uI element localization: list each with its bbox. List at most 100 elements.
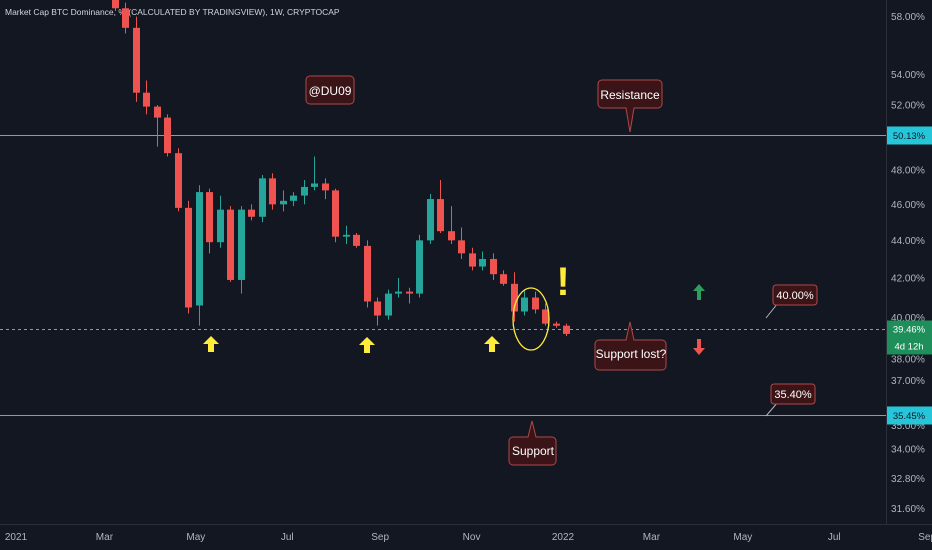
price-axis-label: 35.00% (891, 421, 925, 432)
candle (563, 323, 570, 336)
candle (332, 188, 339, 243)
candle-body (332, 190, 339, 237)
candle (227, 206, 234, 282)
bearish-scenario-arrow (693, 339, 705, 355)
price-axis-label: 54.00% (891, 70, 925, 81)
time-axis-label: May (733, 532, 752, 543)
candle (437, 180, 444, 234)
candle-body (490, 258, 497, 275)
candle (154, 105, 161, 147)
support-touch-arrow-3 (484, 336, 500, 352)
time-axis-label: Mar (96, 532, 114, 543)
candle-body (259, 178, 266, 217)
candle (353, 233, 360, 248)
candle-body (437, 199, 444, 232)
candle-body (395, 291, 402, 294)
author-callout-box (305, 75, 355, 105)
candle (143, 80, 150, 115)
price-tag-40: 40.00% (765, 284, 818, 319)
arrow-up-icon (203, 336, 219, 352)
candle (343, 225, 350, 245)
candle (248, 204, 255, 221)
price-axis-label: 58.00% (891, 12, 925, 23)
support-lost-callout-box (594, 321, 667, 371)
candle (185, 200, 192, 314)
bullish-scenario-arrow (693, 284, 705, 300)
candle (490, 253, 497, 280)
candle (217, 195, 224, 248)
candle (322, 178, 329, 200)
time-axis[interactable]: 2021 Mar May Jul Sep Nov 2022 Mar May Jul Sep (5, 532, 932, 543)
candle (122, 2, 129, 34)
level-price-value: 35.45% (893, 411, 926, 422)
resistance-callout: Resistance (597, 79, 663, 133)
candle-body (511, 283, 518, 312)
candle-body (427, 199, 434, 241)
support-callout-text: Support (512, 444, 555, 458)
candle-body (500, 274, 507, 284)
time-axis-label: Jul (281, 532, 294, 543)
candle-body (458, 240, 465, 254)
price-axis-label: 44.00% (891, 236, 925, 247)
arrow-up-icon (484, 336, 500, 352)
candle (164, 114, 171, 157)
price-tag-35-box (770, 383, 816, 405)
time-axis-label: 2021 (5, 532, 28, 543)
candle (448, 206, 455, 245)
candle (511, 272, 518, 322)
price-tag-35: 35.40% (765, 383, 816, 417)
candle (112, 0, 119, 12)
candle (406, 287, 413, 304)
candle-body (269, 178, 276, 205)
highlight-ellipse (512, 287, 550, 351)
countdown-value: 4d 12h (894, 342, 923, 353)
time-axis-label: Sep (918, 532, 932, 543)
price-axis-label: 38.00% (891, 355, 925, 366)
candle-body (521, 297, 528, 312)
candle (553, 321, 560, 328)
candle (290, 192, 297, 207)
candle-body (469, 253, 476, 267)
price-axis-label: 34.00% (891, 445, 925, 456)
support-touch-arrow-1 (203, 336, 219, 352)
level-price-tags: 50.13% 39.46% 4d 12h 35.45% (887, 126, 932, 425)
price-tag-40-box (772, 284, 818, 306)
horizontal-levels (0, 135, 886, 416)
price-axis-label: 48.00% (891, 165, 925, 176)
candle-body (406, 291, 413, 294)
candle (301, 180, 308, 205)
candle-body (122, 8, 129, 28)
time-axis-label: May (186, 532, 205, 543)
time-axis-label: Sep (371, 532, 389, 543)
candle-body (133, 27, 140, 93)
candle (280, 190, 287, 212)
last-price-badge (887, 320, 932, 339)
exclamation-mark: ! (556, 260, 569, 304)
candle (395, 278, 402, 298)
candle (542, 303, 549, 326)
candle-body (206, 192, 213, 243)
chart-title: Market Cap BTC Dominance, % (CALCULATED … (5, 7, 340, 17)
candle-body (532, 297, 539, 310)
candle-body (290, 195, 297, 201)
candle-body (343, 234, 350, 237)
time-axis-label: 2022 (552, 532, 575, 543)
candle (416, 234, 423, 298)
countdown-badge (887, 338, 932, 355)
candle (479, 251, 486, 271)
support-touch-arrow-2 (359, 337, 375, 353)
level-price-badge (887, 126, 932, 145)
level-price-value: 50.13% (893, 131, 926, 142)
support-callout-box (508, 420, 557, 466)
candle-body (542, 309, 549, 324)
candle-body (143, 92, 150, 107)
resistance-callout-box (597, 79, 663, 133)
candle-body (227, 209, 234, 280)
candle-body (112, 0, 119, 9)
candle (374, 297, 381, 326)
price-axis-label: 46.00% (891, 200, 925, 211)
candle (458, 227, 465, 259)
price-axis-label: 32.80% (891, 474, 925, 485)
